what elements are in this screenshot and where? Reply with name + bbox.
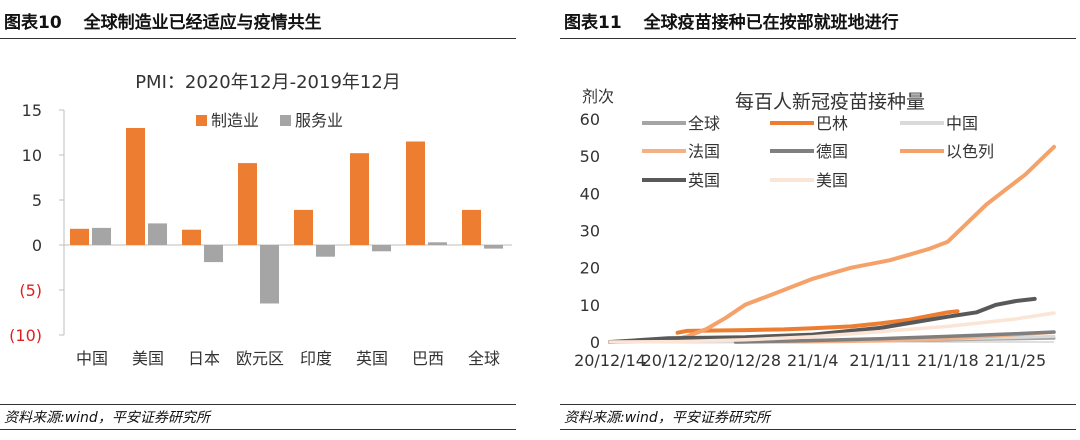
- legend-label: 服务业: [295, 111, 343, 130]
- chart-title: PMI：2020年12月-2019年12月: [135, 72, 401, 93]
- x-tick-label: 21/1/11: [849, 351, 911, 370]
- x-category-label: 中国: [76, 349, 108, 368]
- series-line: [675, 309, 960, 335]
- left-top-rule: [0, 38, 516, 39]
- right-bottom-rule: [560, 404, 1076, 405]
- y-tick-label: 0: [590, 333, 600, 352]
- y-tick-label: 30: [580, 222, 600, 241]
- pmi-bar-chart: PMI：2020年12月-2019年12月 15 10 5 0 (5) (10) 中国 美国 日本…: [9, 72, 512, 368]
- legend-label: 德国: [816, 142, 848, 161]
- bar-manufacturing: [238, 163, 257, 245]
- x-category-label: 印度: [300, 349, 332, 368]
- right-figure-panel: 图表11 全球疫苗接种已在按部就班地进行 每百人新冠疫苗接种量 剂次 0 10 20 30 4…: [560, 0, 1080, 440]
- bar-manufacturing: [182, 229, 201, 245]
- y-tick-label: 20: [580, 259, 600, 278]
- bar-services: [92, 227, 111, 245]
- x-tick-label: 21/1/25: [985, 351, 1047, 370]
- x-category-label: 英国: [356, 349, 388, 368]
- bar-manufacturing: [350, 153, 369, 245]
- y-axis-unit-label: 剂次: [582, 87, 614, 106]
- x-category-label: 全球: [468, 349, 500, 368]
- bar-services: [372, 245, 391, 252]
- y-tick-label: 60: [580, 110, 600, 129]
- legend-label: 英国: [688, 171, 720, 190]
- left-bottom-rule: [0, 404, 516, 405]
- right-source-note: 资料来源:wind，平安证券研究所: [564, 410, 770, 426]
- left-source-note: 资料来源:wind，平安证券研究所: [4, 410, 210, 426]
- left-figure-panel: 图表10 全球制造业已经适应与疫情共生 PMI：2020年12月-2019年12月…: [0, 0, 520, 440]
- x-tick-label: 21/1/4: [787, 351, 839, 370]
- left-figure-title: 全球制造业已经适应与疫情共生: [83, 13, 322, 33]
- series-line: [608, 144, 1056, 344]
- y-tick-label: (5): [19, 281, 42, 300]
- series-line: [733, 330, 1056, 344]
- legend-label: 制造业: [211, 111, 259, 130]
- bar-services: [204, 245, 223, 263]
- bar-services: [428, 242, 447, 245]
- legend-label: 巴林: [816, 114, 848, 133]
- x-tick-label: 20/12/14: [574, 351, 646, 370]
- bar-manufacturing: [462, 209, 481, 245]
- chart-title: 每百人新冠疫苗接种量: [735, 91, 925, 113]
- x-tick-label: 21/1/18: [917, 351, 979, 370]
- legend-swatch: [280, 115, 291, 126]
- bar-manufacturing: [126, 128, 145, 245]
- bar-services: [260, 245, 279, 304]
- y-tick-label: 50: [580, 147, 600, 166]
- legend-label: 以色列: [946, 142, 994, 161]
- left-figure-number: 图表10: [4, 13, 62, 33]
- bar-manufacturing: [294, 209, 313, 245]
- y-tick-label: (10): [9, 326, 42, 345]
- bar-services: [316, 245, 335, 257]
- series-line: [608, 296, 1037, 344]
- y-tick-label: 5: [32, 191, 42, 210]
- y-tick-label: 10: [580, 296, 600, 315]
- series-line: [608, 311, 1056, 344]
- left-figure-heading: 图表10 全球制造业已经适应与疫情共生: [4, 8, 322, 33]
- legend-label: 中国: [946, 114, 978, 133]
- y-tick-label: 10: [22, 146, 42, 165]
- legend-label: 法国: [688, 142, 720, 161]
- x-tick-label: 20/12/28: [709, 351, 781, 370]
- x-category-label: 日本: [188, 349, 220, 368]
- x-tick-label: 20/12/21: [642, 351, 714, 370]
- y-tick-label: 15: [22, 101, 42, 120]
- y-tick-label: 40: [580, 184, 600, 203]
- left-end-rule: [0, 429, 516, 430]
- bar-manufacturing: [406, 141, 425, 245]
- y-tick-label: 0: [32, 236, 42, 255]
- right-figure-number: 图表11: [564, 13, 622, 33]
- bar-services: [148, 223, 167, 245]
- bar-services: [484, 245, 503, 249]
- bar-manufacturing: [70, 228, 89, 245]
- x-category-label: 欧元区: [236, 349, 284, 368]
- right-figure-title: 全球疫苗接种已在按部就班地进行: [643, 13, 899, 33]
- legend-swatch: [196, 115, 207, 126]
- right-top-rule: [560, 38, 1076, 39]
- legend-label: 美国: [816, 171, 848, 190]
- x-category-label: 巴西: [412, 349, 444, 368]
- legend-label: 全球: [688, 114, 720, 133]
- right-end-rule: [560, 429, 1076, 430]
- x-category-label: 美国: [132, 349, 164, 368]
- vaccination-line-chart: 每百人新冠疫苗接种量剂次010203040506020/12/1420/12/2…: [574, 87, 1056, 370]
- right-figure-heading: 图表11 全球疫苗接种已在按部就班地进行: [564, 8, 899, 33]
